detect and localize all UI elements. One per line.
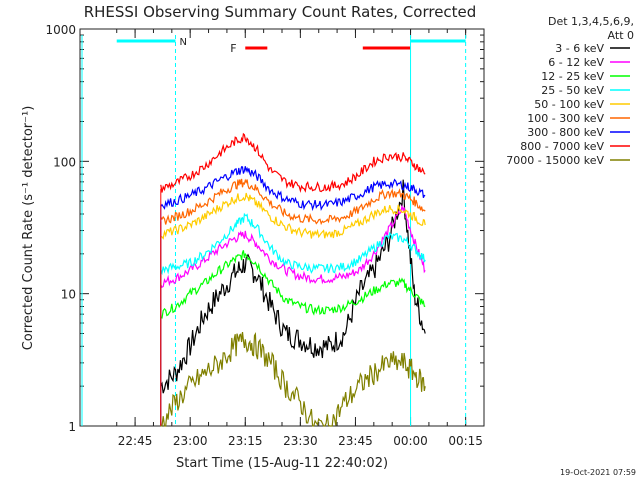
legend-label: 25 - 50 keV [541,84,604,97]
legend-label: 50 - 100 keV [534,98,604,111]
y-tick-label: 10 [61,288,76,302]
legend-label: 800 - 7000 keV [520,140,604,153]
x-axis-label: Start Time (15-Aug-11 22:40:02) [176,456,388,471]
x-tick-label: 23:15 [228,434,263,448]
x-tick-label: 00:00 [393,434,428,448]
series-line-4 [160,192,426,240]
legend-label: 6 - 12 keV [548,56,604,69]
x-tick-label: 00:15 [448,434,483,448]
x-axis: 22:45 23:00 23:15 23:30 23:45 00:00 00:15 [116,29,483,448]
legend-header: Det 1,3,4,5,6,9, [548,15,634,28]
legend-label: 100 - 300 keV [527,112,604,125]
series-line-5 [160,178,426,226]
y-axis: 1 10 100 1000 [45,23,484,434]
series-line-2 [160,250,426,319]
series-line-1 [160,204,426,289]
y-axis-label: Corrected Count Rate (s⁻¹ detector⁻¹) [21,106,36,351]
y-tick-label: 1000 [45,23,76,37]
series-line-6 [160,166,426,212]
series-line-3 [160,212,426,276]
y-tick-label: 1 [68,420,76,434]
legend-label: 12 - 25 keV [541,70,604,83]
series-lines [160,132,426,427]
footer-date: 19-Oct-2021 07:59 [560,468,636,477]
series-line-8 [160,331,426,427]
legend-label: 3 - 6 keV [555,42,604,55]
chart-title: RHESSI Observing Summary Count Rates, Co… [84,3,477,21]
x-tick-label: 23:00 [173,434,208,448]
flare-flag-label: F [230,42,236,55]
legend-label: 300 - 800 keV [527,126,604,139]
y-tick-label: 100 [53,155,76,169]
x-tick-label: 23:30 [283,434,318,448]
legend-label: 7000 - 15000 keV [506,154,604,167]
legend-header-2: Att 0 [608,29,634,42]
x-tick-label: 23:45 [338,434,373,448]
night-flag-label: N [179,37,186,48]
plot-frame [79,28,485,427]
series-line-7 [160,132,426,193]
x-tick-label: 22:45 [118,434,153,448]
